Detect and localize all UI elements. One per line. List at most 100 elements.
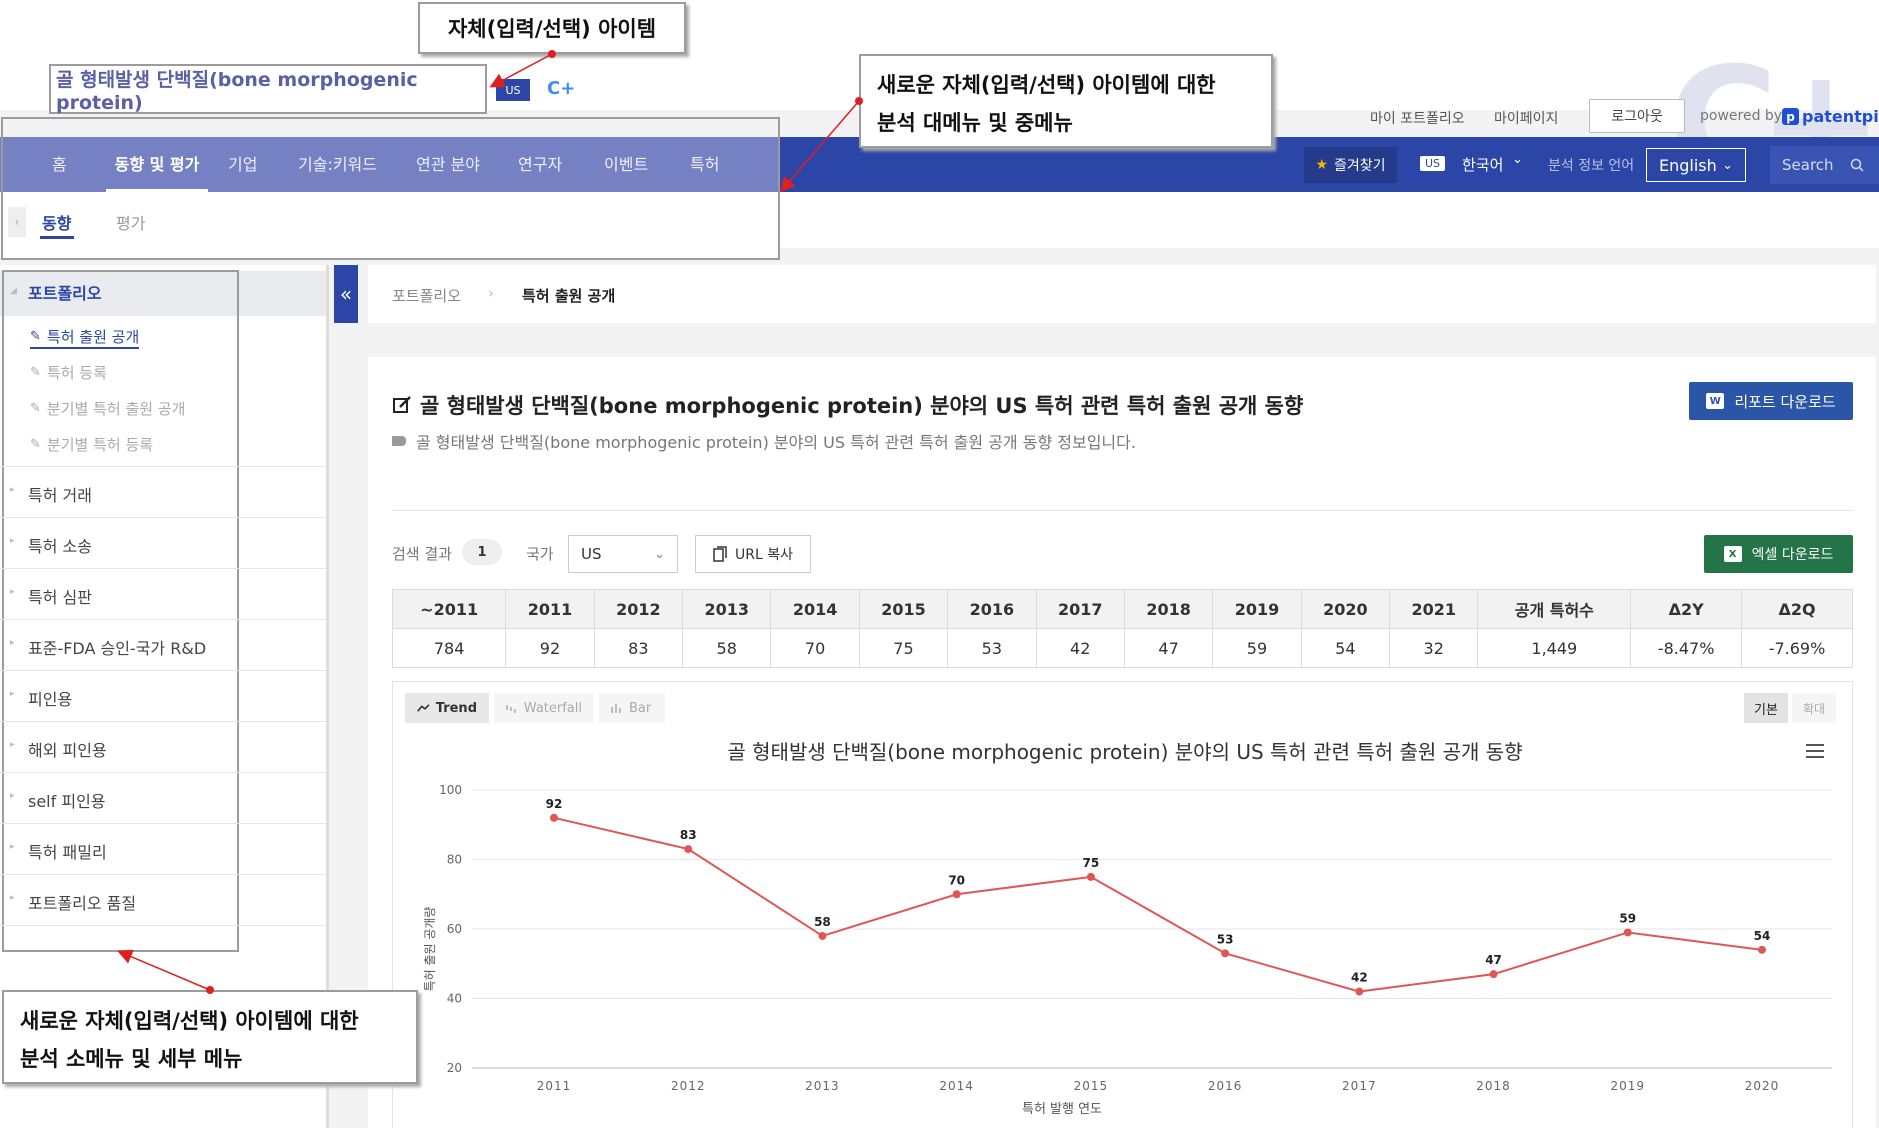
collapse-sidebar-button[interactable]: « [334,265,358,323]
sidebar-item[interactable]: 해외 피인용 [28,741,107,760]
patentpia-logo[interactable]: p patentpia [1782,107,1879,126]
chevron-down-icon[interactable]: ⌄ [1512,152,1523,167]
divider [392,510,1853,511]
patentpia-icon: p [1782,108,1799,125]
annotation-callout-main-menu: 새로운 자체(입력/선택) 아이템에 대한 분석 대메뉴 및 중메뉴 [859,54,1273,148]
chart-view-basic[interactable]: 기본 [1744,693,1788,723]
triangle-right-icon: ▸ [10,893,15,903]
table-cell: 32 [1389,628,1479,668]
language-select[interactable]: 한국어 [1462,156,1504,174]
subnav-tab-evaluation[interactable]: 평가 [116,214,146,233]
table-header-cell: 2011 [505,589,595,629]
sidebar-divider [0,568,326,569]
sidebar-item[interactable]: 표준-FDA 승인-국가 R&D [28,639,207,658]
logout-button[interactable]: 로그아웃 [1589,99,1685,133]
yearly-count-table: ~2011 2011 2012 2013 2014 2015 2016 2017 2018 201… [391,589,1853,668]
nav-item[interactable]: 홈 [52,155,67,174]
nav-item[interactable]: 이벤트 [604,155,649,174]
sidebar-subitem[interactable]: ✎ 분기별 특허 출원 공개 [30,398,185,419]
sidebar-item[interactable]: 특허 거래 [28,486,92,505]
table-header-cell: 2020 [1300,589,1391,629]
analysis-language-value: English [1659,155,1717,175]
table-header-cell: 2018 [1123,589,1214,629]
chart-tab-trend[interactable]: Trend [405,693,489,723]
chart-tab-bar[interactable]: Bar [599,693,665,723]
table-cell: 53 [947,628,1037,668]
y-tick-label: 60 [447,922,462,936]
data-label: 75 [1083,856,1100,870]
subnav-tab-trend[interactable]: 동향 [42,214,72,233]
sidebar-divider [0,823,326,824]
chart-tab-waterfall[interactable]: Waterfall [494,693,594,723]
sidebar-divider [0,670,326,671]
edit-icon [393,396,411,413]
sidebar-item[interactable]: 특허 패밀리 [28,843,107,862]
chart-title: 골 형태발생 단백질(bone morphogenic protein) 분야의… [727,740,1523,764]
cplus-logo[interactable]: C+ [547,78,576,99]
excel-download-button[interactable]: X 엑셀 다운로드 [1704,535,1853,573]
nav-item[interactable]: 동향 및 평가 [106,137,208,192]
sidebar-item[interactable]: 피인용 [28,690,73,709]
sidebar-item[interactable]: self 피인용 [28,792,106,811]
item-name-box[interactable]: 골 형태발생 단백질(bone morphogenic protein) [49,64,487,114]
sidebar-portfolio-header[interactable] [0,271,326,316]
chart-menu-icon[interactable] [1806,744,1824,762]
table-cell: -7.69% [1741,628,1853,668]
sidebar-item[interactable]: 특허 심판 [28,588,92,607]
edit-icon: ✎ [30,365,41,380]
sidebar-subitem[interactable]: ✎ 분기별 특허 등록 [30,434,153,455]
edit-icon: ✎ [30,437,41,452]
nav-item[interactable]: 특허 [690,155,720,174]
powered-by-label: powered by [1700,108,1783,124]
item-country-badge: US [496,79,530,101]
table-header-cell: 2017 [1035,589,1125,629]
sidebar-subitem[interactable]: ✎ 특허 등록 [30,362,107,383]
triangle-right-icon: ▸ [10,740,15,750]
triangle-down-icon: ◢ [10,286,17,296]
country-select[interactable]: US ⌄ [568,535,678,573]
search-result-label: 검색 결과 [392,545,452,563]
my-page-link[interactable]: 마이페이지 [1494,111,1559,127]
table-header-cell: 공개 특허수 [1477,589,1632,629]
y-tick-label: 20 [447,1061,462,1075]
table-header-cell: ~2011 [391,589,507,629]
y-tick-label: 40 [447,992,462,1006]
page-subtitle: 골 형태발생 단백질(bone morphogenic protein) 분야의… [392,429,1136,453]
table-header-cell: 2014 [770,589,860,629]
my-portfolio-link[interactable]: 마이 포트폴리오 [1370,111,1465,127]
sidebar-item[interactable]: 특허 소송 [28,537,92,556]
chart-tab-waterfall-label: Waterfall [523,700,582,716]
url-copy-button[interactable]: URL 복사 [695,535,811,573]
nav-item[interactable]: 연관 분야 [416,155,480,174]
sidebar-scrollbar[interactable] [326,265,329,1128]
callout-line-1: 새로운 자체(입력/선택) 아이템에 대한 [20,1009,359,1033]
x-tick-label: 2020 [1745,1079,1780,1093]
country-label: 국가 [526,545,554,563]
analysis-language-select[interactable]: English ⌄ [1646,148,1746,182]
chevron-left-icon[interactable]: ‹ [8,207,26,237]
copy-icon [713,546,727,562]
data-label: 53 [1217,932,1234,946]
breadcrumb-root[interactable]: 포트폴리오 [392,287,462,305]
nav-item[interactable]: 기술:키워드 [298,155,377,174]
search-input[interactable]: Search [1770,146,1879,184]
nav-item[interactable]: 기업 [228,155,258,174]
favorites-button[interactable]: ★ 즐겨찾기 [1304,147,1397,183]
search-icon[interactable] [1850,158,1864,172]
report-download-button[interactable]: W 리포트 다운로드 [1689,382,1853,420]
edit-icon: ✎ [30,329,41,344]
sidebar-subitem[interactable]: ✎ 특허 출원 공개 [30,326,140,349]
data-label: 70 [948,873,965,887]
data-point [1623,928,1632,937]
analysis-language-label: 분석 정보 언어 [1548,158,1635,174]
search-result-count: 1 [462,539,502,565]
sidebar-item[interactable]: 포트폴리오 품질 [28,894,137,913]
edit-icon: ✎ [30,401,41,416]
chart-view-zoom[interactable]: 확대 [1792,693,1836,723]
sidebar-item-portfolio[interactable]: 포트폴리오 [28,284,102,303]
x-tick-label: 2013 [805,1079,840,1093]
nav-item[interactable]: 연구자 [518,155,563,174]
main-nav-highlight [0,137,778,192]
annotation-callout-item: 자체(입력/선택) 아이템 [418,2,686,54]
url-copy-label: URL 복사 [735,547,793,563]
